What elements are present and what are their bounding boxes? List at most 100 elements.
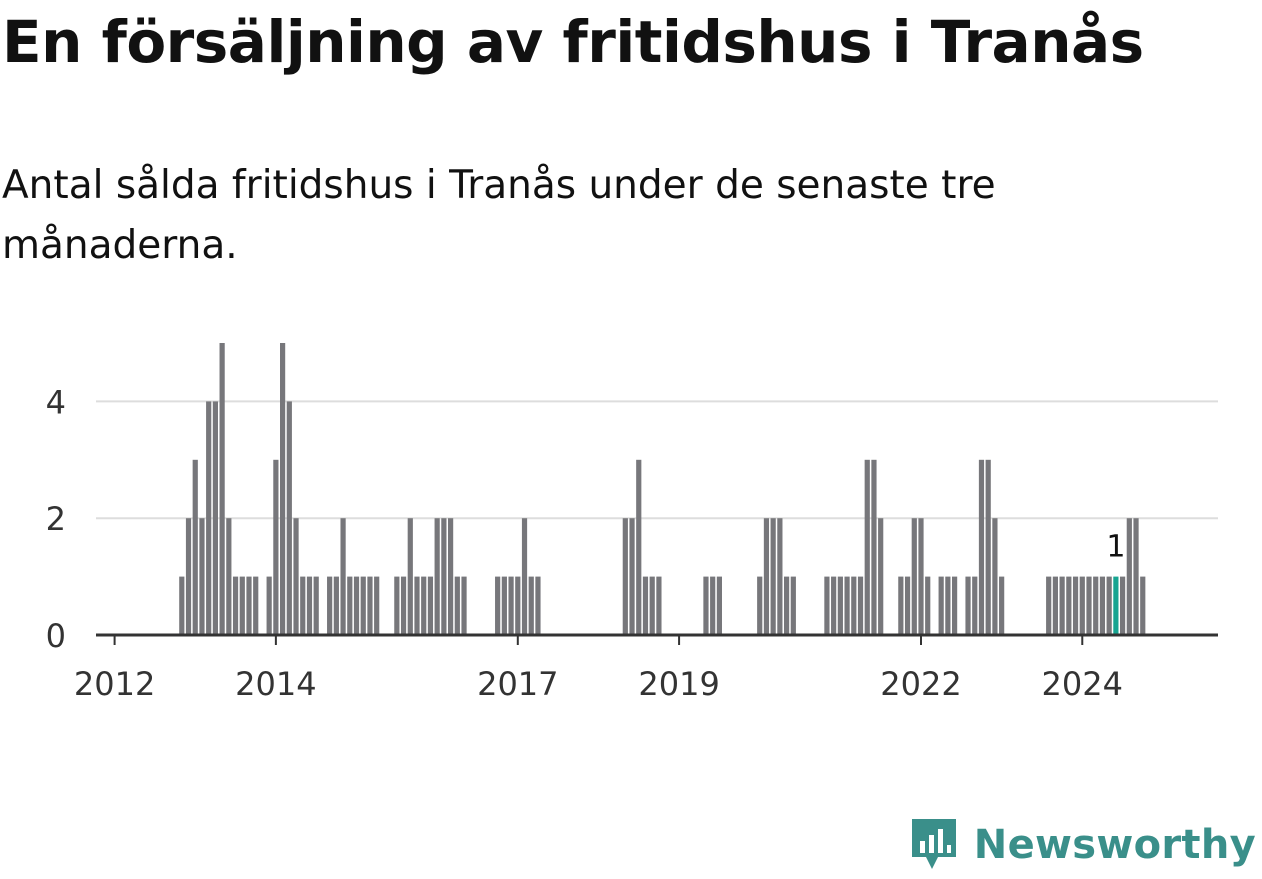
bar [864, 459, 870, 635]
newsworthy-logo-icon [911, 819, 956, 869]
x-tick-label: 2014 [235, 665, 316, 703]
bar [851, 576, 857, 635]
bar [239, 576, 245, 635]
bar [293, 518, 299, 635]
bar [703, 576, 709, 635]
bar [501, 576, 507, 635]
bar [878, 518, 884, 635]
bar [508, 576, 514, 635]
bar [266, 576, 272, 635]
bar [837, 576, 843, 635]
bar [179, 576, 185, 635]
bars [179, 343, 1146, 635]
bar [360, 576, 366, 635]
chart-title: En försäljning av fritidshus i Tranås [2, 8, 1144, 76]
bar [629, 518, 635, 635]
bar [394, 576, 400, 635]
bar [1140, 576, 1146, 635]
bar [945, 576, 951, 635]
bar [972, 576, 978, 635]
bar [656, 576, 662, 635]
bar [515, 576, 521, 635]
bar [978, 459, 985, 635]
bar [495, 576, 501, 635]
bar [992, 518, 998, 635]
bar [253, 576, 259, 635]
annotations: 1 [1103, 527, 1128, 568]
bar [757, 576, 763, 635]
bar [1052, 576, 1058, 635]
bar [918, 518, 924, 635]
bar [219, 343, 225, 635]
bar [327, 576, 333, 635]
bar [340, 518, 346, 635]
bar [1059, 576, 1065, 635]
bar [313, 576, 319, 635]
bar [421, 576, 427, 635]
bar [427, 576, 434, 635]
bar [824, 576, 830, 635]
y-tick-label: 4 [46, 383, 66, 421]
bar [871, 459, 877, 635]
bar [333, 576, 339, 635]
bar [273, 459, 279, 635]
bar [212, 401, 218, 635]
bar [784, 576, 790, 635]
x-tick-label: 2024 [1042, 665, 1123, 703]
bar [831, 576, 837, 635]
bar [185, 518, 192, 635]
bar [770, 518, 776, 635]
bar [461, 576, 467, 635]
bar [286, 401, 292, 635]
bar [367, 576, 373, 635]
y-tick-label: 0 [46, 617, 66, 655]
bar [777, 518, 783, 635]
bar [636, 459, 642, 635]
bar [763, 518, 770, 635]
bar [999, 576, 1005, 635]
bar [642, 576, 649, 635]
bar [1066, 576, 1072, 635]
bar [246, 576, 252, 635]
chart-subtitle: Antal sålda fritidshus i Tranås under de… [2, 163, 996, 268]
bar [300, 576, 306, 635]
bar [280, 343, 286, 635]
bar [353, 576, 360, 635]
bar [1126, 518, 1132, 635]
bar [898, 576, 904, 635]
bar [306, 576, 313, 635]
bar [441, 518, 447, 635]
bar [192, 459, 198, 635]
bar [844, 576, 850, 635]
x-tick-label: 2012 [74, 665, 155, 703]
newsworthy-brand: Newsworthy [908, 817, 1256, 873]
bar [434, 518, 440, 635]
bar [1086, 576, 1092, 635]
bar [347, 576, 353, 635]
bar [965, 576, 971, 635]
bar [232, 576, 239, 635]
bar [716, 576, 722, 635]
bar [206, 401, 212, 635]
bar [374, 576, 380, 635]
y-tick-label: 2 [46, 500, 66, 538]
bar [414, 576, 420, 635]
y-axis-ticks: 0 2 4 [46, 383, 66, 655]
bar [1072, 576, 1079, 635]
bar [1133, 518, 1139, 635]
bar [790, 576, 796, 635]
bar [1046, 576, 1052, 635]
bar [1099, 576, 1106, 635]
x-tick-label: 2017 [477, 665, 558, 703]
x-tick-label: 2022 [880, 665, 961, 703]
bar [857, 576, 864, 635]
bar [1079, 576, 1085, 635]
bar [521, 518, 528, 635]
x-tick-label: 2019 [638, 665, 719, 703]
bar [925, 576, 931, 635]
bar [911, 518, 917, 635]
bar [1120, 576, 1126, 635]
bar [952, 576, 958, 635]
bar [448, 518, 454, 635]
bar [407, 518, 413, 635]
